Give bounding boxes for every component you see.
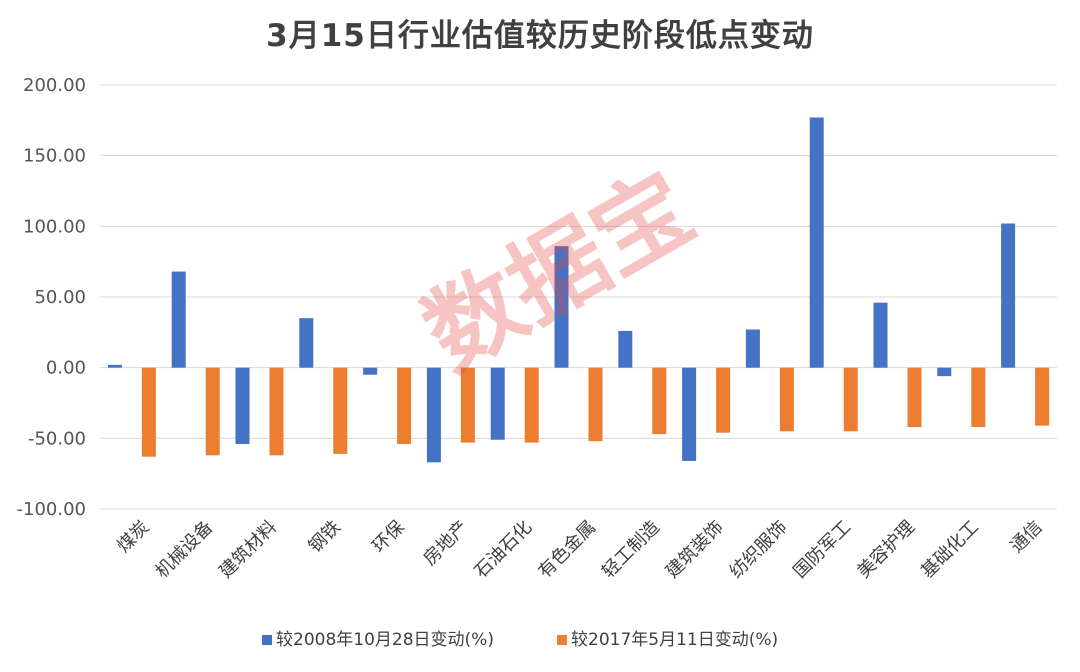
x-tick-label: 有色金属 xyxy=(534,517,600,583)
bar-series-2 xyxy=(460,367,475,443)
x-tick-label: 基础化工 xyxy=(917,517,983,583)
gridlines xyxy=(100,84,1057,510)
bar-series-1 xyxy=(618,330,633,368)
x-tick-label: 钢铁 xyxy=(305,517,345,557)
bar-series-2 xyxy=(1035,367,1050,426)
bar-series-2 xyxy=(907,367,922,428)
bar-series-1 xyxy=(1001,223,1016,368)
legend-swatch xyxy=(557,635,567,645)
bar-series-1 xyxy=(937,367,952,377)
y-tick-label: 200.00 xyxy=(23,75,86,96)
legend: 较2008年10月28日变动(%) 较2017年5月11日变动(%) xyxy=(262,630,778,650)
bar-series-2 xyxy=(588,367,603,442)
y-tick-label: 150.00 xyxy=(23,146,86,167)
bar-series-2 xyxy=(524,367,539,443)
x-tick-label: 环保 xyxy=(368,517,408,557)
bar-series-1 xyxy=(745,329,760,368)
bar-series-2 xyxy=(971,367,986,428)
x-tick-label: 纺织服饰 xyxy=(726,517,792,583)
bar-series-2 xyxy=(843,367,858,432)
bar-series-1 xyxy=(299,318,314,368)
bar-series-1 xyxy=(873,302,888,368)
bar-series-1 xyxy=(107,364,122,368)
bar-series-1 xyxy=(490,367,505,440)
bar-series-1 xyxy=(426,367,441,463)
x-tick-label: 煤炭 xyxy=(113,517,153,557)
legend-label: 较2017年5月11日变动(%) xyxy=(571,630,778,650)
bar-series-1 xyxy=(682,367,697,461)
bar-series-1 xyxy=(363,367,378,375)
bar-series-2 xyxy=(205,367,220,456)
x-tick-label: 建筑材料 xyxy=(215,517,281,583)
x-tick-label: 机械设备 xyxy=(151,517,217,583)
bar-series-2 xyxy=(397,367,412,444)
x-tick-label: 轻工制造 xyxy=(598,517,664,583)
x-tick-label: 房地产 xyxy=(419,517,472,570)
legend-label: 较2008年10月28日变动(%) xyxy=(276,630,494,650)
bar-series-2 xyxy=(716,367,731,433)
bar-series-1 xyxy=(235,367,250,444)
bar-series-2 xyxy=(779,367,794,432)
legend-swatch xyxy=(262,635,272,645)
y-tick-label: 50.00 xyxy=(34,287,86,308)
x-tick-label: 美容护理 xyxy=(853,517,919,583)
bar-series-2 xyxy=(333,367,348,454)
y-tick-label: -50.00 xyxy=(28,428,86,449)
chart-title: 3月15日行业估值较历史阶段低点变动 xyxy=(266,18,814,54)
bar-series-2 xyxy=(652,367,667,435)
y-axis-ticks: 200.00 150.00 100.00 50.00 0.00 -50.00 -100.00 xyxy=(17,75,86,520)
x-tick-label: 通信 xyxy=(1006,517,1046,557)
bar-series-1 xyxy=(171,271,186,368)
x-tick-label: 国防军工 xyxy=(789,517,855,583)
y-tick-label: 0.00 xyxy=(46,358,86,379)
bar-series-2 xyxy=(269,367,284,456)
bars xyxy=(107,117,1050,463)
bar-series-1 xyxy=(809,117,824,368)
bar-series-1 xyxy=(554,246,569,368)
x-tick-label: 建筑装饰 xyxy=(662,517,728,583)
x-tick-label: 石油石化 xyxy=(470,517,536,583)
y-tick-label: 100.00 xyxy=(23,216,86,237)
y-tick-label: -100.00 xyxy=(17,499,86,520)
bar-series-2 xyxy=(141,367,156,457)
